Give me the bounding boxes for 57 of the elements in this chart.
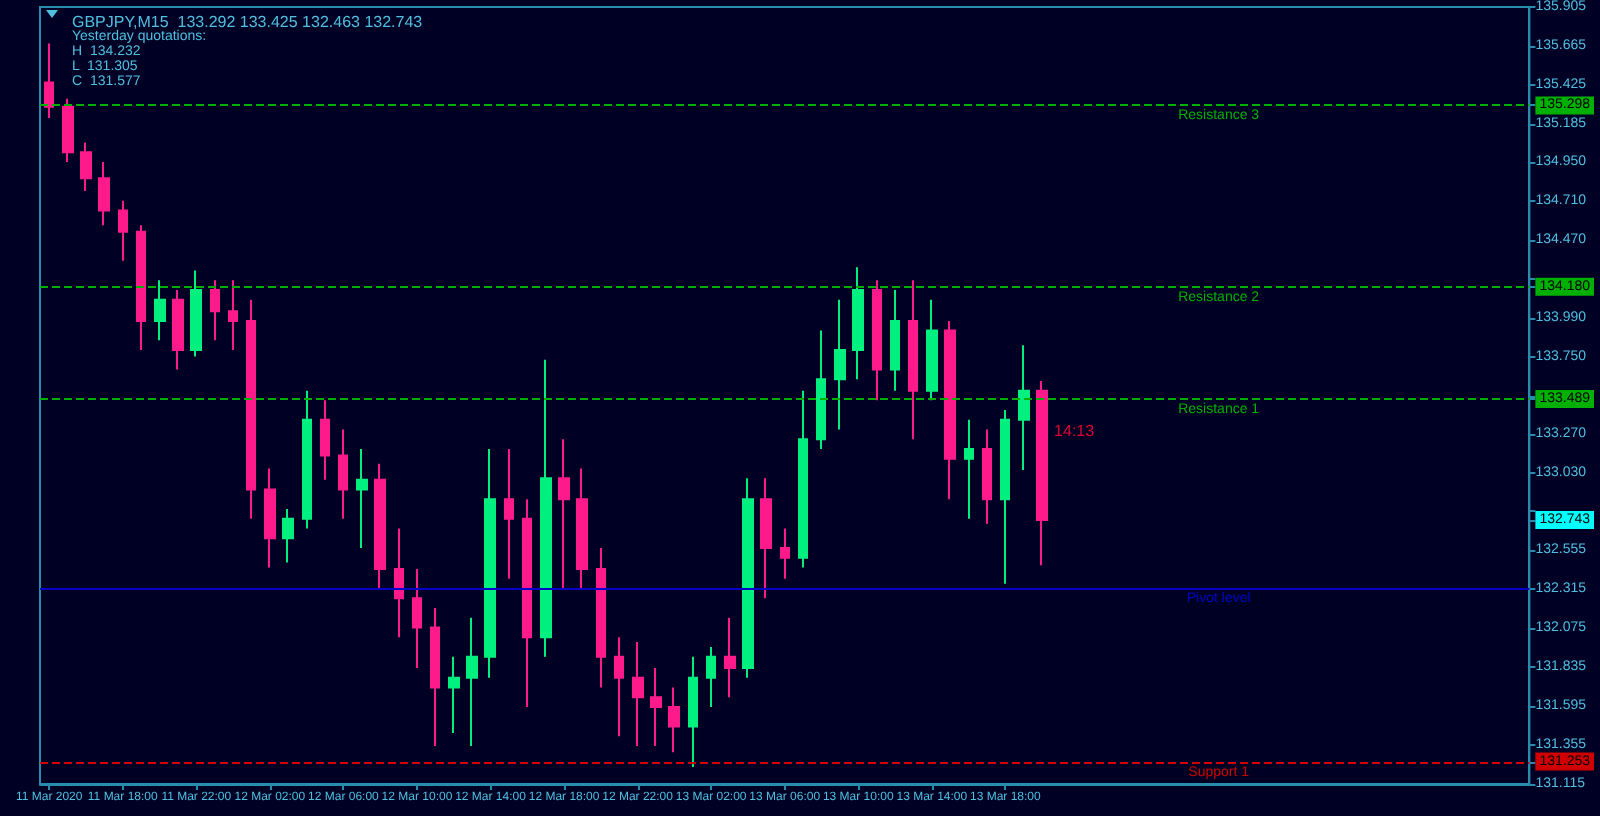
candlestick [154, 279, 166, 342]
candlestick [964, 418, 974, 520]
candlestick [798, 389, 808, 569]
candlestick [98, 160, 110, 227]
candlestick [504, 448, 514, 580]
candlestick [926, 298, 938, 402]
candlestick [210, 279, 220, 342]
candlestick [466, 616, 478, 747]
candlestick [302, 389, 312, 530]
candlestick [282, 508, 294, 564]
chart-title: GBPJPY,M15 133.292 133.425 132.463 132.743 [72, 13, 424, 31]
candlestick [44, 42, 54, 120]
candlestick [890, 289, 900, 392]
candlestick [228, 279, 238, 352]
candlestick [62, 97, 74, 163]
candlestick [522, 498, 532, 708]
candlestick [1036, 379, 1048, 567]
candlestick [834, 298, 846, 431]
candlestick [668, 686, 680, 754]
candlestick [1000, 409, 1010, 585]
candlestick [614, 636, 624, 738]
candlestick [246, 298, 256, 520]
candlestick [374, 462, 386, 590]
candlestick [982, 428, 992, 525]
candlestick [760, 477, 772, 600]
candlestick [688, 655, 698, 768]
candlestick [944, 319, 956, 501]
candlestick [742, 477, 754, 679]
candlestick [320, 399, 330, 481]
candlestick [118, 199, 128, 262]
candlestick [540, 358, 552, 658]
candlestick [650, 667, 662, 747]
candlestick [780, 527, 790, 580]
candlestick [816, 329, 826, 451]
candlestick [484, 448, 496, 679]
candlestick [412, 568, 422, 670]
candlestick [558, 438, 570, 590]
candlestick [338, 428, 348, 520]
candlestick [596, 546, 606, 689]
annotation: 14:13 [1054, 421, 1096, 440]
candlestick [264, 467, 276, 569]
candlestick [872, 279, 882, 402]
candlestick [576, 467, 588, 590]
candlestick [190, 269, 202, 358]
candlestick [394, 527, 404, 639]
candlestick [136, 224, 146, 352]
candlestick [448, 655, 460, 734]
candlestick [852, 266, 864, 381]
candlestick [430, 607, 440, 747]
candlestick [724, 616, 736, 699]
candlestick [80, 141, 92, 193]
candlestick [632, 641, 644, 747]
candlestick [172, 289, 184, 371]
candlestick [706, 645, 716, 708]
candlestick [1018, 344, 1030, 472]
candlestick [908, 279, 918, 441]
candlestick [356, 448, 368, 549]
